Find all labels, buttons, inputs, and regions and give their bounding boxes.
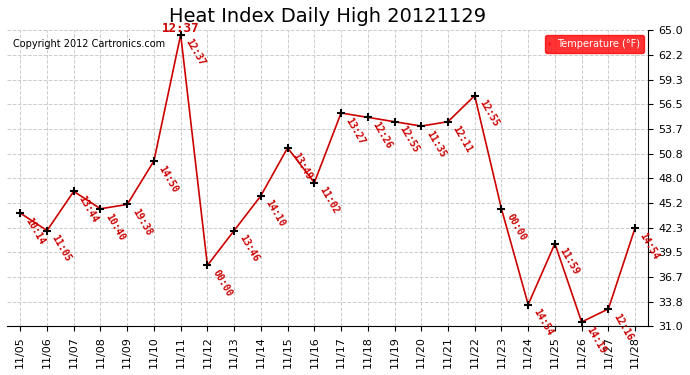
Text: 13:44: 13:44 [77,194,100,225]
Text: 11:59: 11:59 [558,246,581,277]
Text: 10:40: 10:40 [104,211,127,242]
Text: 19:38: 19:38 [130,207,153,238]
Text: 14:50: 14:50 [157,164,180,194]
Text: 14:19: 14:19 [584,325,608,355]
Text: 11:05: 11:05 [50,233,73,264]
Text: 14:54: 14:54 [638,231,661,261]
Text: 12:55: 12:55 [397,124,421,155]
Text: 12:16: 12:16 [611,312,635,342]
Text: 00:00: 00:00 [210,268,233,298]
Text: 10:14: 10:14 [23,216,46,246]
Text: 12:37: 12:37 [162,22,199,34]
Text: 13:49: 13:49 [290,151,314,181]
Text: Copyright 2012 Cartronics.com: Copyright 2012 Cartronics.com [13,39,166,49]
Text: 12:37: 12:37 [184,38,207,68]
Text: 00:00: 00:00 [504,211,528,242]
Text: 12:26: 12:26 [371,120,394,151]
Text: 11:35: 11:35 [424,129,447,159]
Text: 12:11: 12:11 [451,124,474,155]
Text: 11:02: 11:02 [317,185,340,216]
Text: 14:10: 14:10 [264,198,287,229]
Text: 13:46: 13:46 [237,233,260,264]
Legend: Temperature (°F): Temperature (°F) [545,35,644,53]
Text: 12:55: 12:55 [477,98,501,129]
Text: 14:54: 14:54 [531,308,554,338]
Title: Heat Index Daily High 20121129: Heat Index Daily High 20121129 [169,7,486,26]
Text: 13:27: 13:27 [344,116,367,146]
